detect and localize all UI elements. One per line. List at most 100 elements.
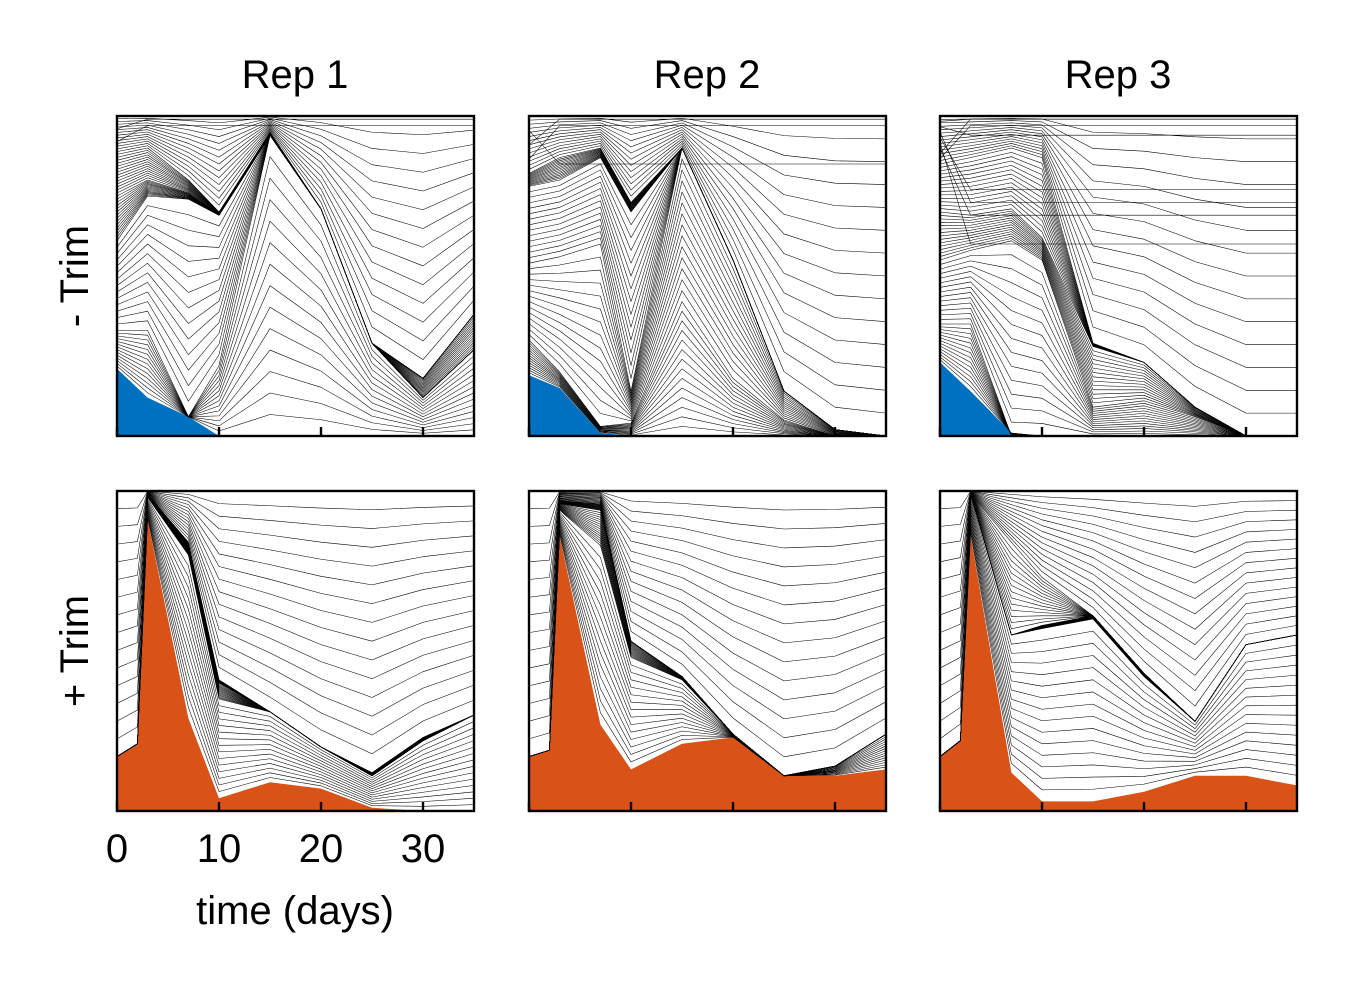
panel-plus-trim-rep-3-clone-boundary [940, 492, 1297, 616]
panel-minus-trim-rep-3-clone-boundary [940, 260, 1297, 436]
panel-minus-trim-rep-2-clone-boundary [529, 120, 886, 162]
panel-minus-trim-rep-3-clone-boundary [940, 353, 1297, 436]
panel-minus-trim-rep-2-clone-boundary [529, 140, 886, 368]
panel-plus-trim-rep-3-clone-boundary [940, 493, 1297, 722]
x-tick-labels: 0 10 20 30 [106, 827, 445, 871]
panel-minus-trim-rep-3-frame [938, 114, 1299, 438]
panel-minus-trim-rep-2-clone-boundary [529, 235, 886, 436]
panel-minus-trim-rep-3-clone-boundary [940, 129, 1297, 254]
panel-minus-trim-rep-2-clone-boundary [529, 279, 886, 436]
panel-minus-trim-rep-1-clone-boundary [117, 129, 474, 342]
panel-minus-trim-rep-3-clone-boundary [940, 297, 1297, 436]
panel-minus-trim-rep-3-clone-boundary-top [940, 142, 1297, 245]
panel-minus-trim-rep-2 [527, 114, 888, 438]
panel-minus-trim-rep-1-frame [115, 114, 476, 438]
row-label-minus-trim: - Trim [53, 225, 97, 327]
panel-minus-trim-rep-3-clone-boundary [940, 337, 1297, 436]
panel-minus-trim-rep-1-clone-boundary-top [117, 118, 474, 130]
panel-plus-trim-rep-1-clone-boundary [117, 493, 474, 736]
panel-minus-trim-rep-3-clone-boundary [940, 323, 1297, 436]
panel-minus-trim-rep-3-clone-boundary [940, 359, 1297, 436]
panel-minus-trim-rep-2-clone-boundary [529, 145, 886, 414]
panel-minus-trim-rep-3-clone-boundary [940, 326, 1297, 436]
panel-plus-trim-rep-3-clone-boundary [940, 491, 1297, 509]
panel-minus-trim-rep-1-clone-boundary [117, 360, 474, 429]
panel-minus-trim-rep-2-frame [527, 114, 888, 438]
panel-plus-trim-rep-1-clone-boundary [117, 493, 474, 755]
panel-plus-trim-rep-3-clone-boundary [940, 492, 1297, 598]
panel-minus-trim-rep-2-clone-boundary [529, 349, 886, 436]
panel-minus-trim-rep-3-clone-boundary [940, 334, 1297, 436]
panel-minus-trim-rep-2-clone-boundary [529, 143, 886, 391]
panel-minus-trim-rep-3-clone-boundary [940, 331, 1297, 436]
panel-plus-trim-rep-3-clone-boundary [940, 493, 1297, 757]
panel-plus-trim-rep-1-highlight-clone-area [117, 519, 474, 811]
panel-minus-trim-rep-2-clone-boundary [529, 134, 886, 300]
panel-minus-trim-rep-3-clone-boundary [940, 254, 1297, 436]
panel-minus-trim-rep-2-clone-boundary-top [529, 125, 886, 160]
panel-minus-trim-rep-2-clone-boundary [529, 138, 886, 345]
panel-plus-trim-rep-3-clone-boundary [940, 491, 1297, 563]
panel-minus-trim-rep-3-clone-boundary [940, 231, 1297, 436]
panel-minus-trim-rep-1-clone-boundary [117, 134, 474, 386]
panel-minus-trim-rep-2-clone-boundary [529, 118, 886, 140]
panel-minus-trim-rep-3-highlight-clone-area [940, 362, 1297, 436]
panel-minus-trim-rep-1-clone-boundary [117, 123, 474, 248]
column-title-rep-1: Rep 1 [242, 53, 349, 97]
panel-minus-trim-rep-1-highlight-clone-area [117, 368, 474, 436]
panel-plus-trim-rep-2-clone-boundary [529, 497, 886, 701]
panel-minus-trim-rep-3-clone-boundary-top [940, 126, 1297, 136]
panel-minus-trim-rep-3-clone-boundary [940, 131, 1297, 277]
panel-plus-trim-rep-1-clone-boundary [117, 491, 474, 548]
panel-minus-trim-rep-2-clone-boundary [529, 246, 886, 436]
panel-minus-trim-rep-1-clone-boundary [117, 177, 474, 418]
panel-minus-trim-rep-2-clone-boundary [529, 131, 886, 277]
panel-plus-trim-rep-1-clone-boundary [117, 491, 474, 567]
panel-minus-trim-rep-1-clone-boundary [117, 134, 474, 394]
panel-minus-trim-rep-1-clone-boundary [117, 121, 474, 210]
x-tick-label: 20 [299, 827, 344, 871]
panel-minus-trim-rep-2-clone-boundary [529, 310, 886, 436]
panel-plus-trim-rep-3-highlight-clone-area [940, 535, 1297, 811]
panel-plus-trim-rep-2-clone-boundary [529, 495, 886, 644]
panel-plus-trim-rep-2-clone-boundary [529, 496, 886, 663]
panel-minus-trim-rep-3-clone-boundary [940, 271, 1297, 436]
panel-minus-trim-rep-3-clone-boundary [940, 124, 1297, 208]
panel-plus-trim-rep-3-clone-boundary [940, 493, 1297, 687]
panel-minus-trim-rep-2-clone-boundary [529, 320, 886, 436]
panel-minus-trim-rep-1-clone-boundary [117, 118, 474, 154]
panel-minus-trim-rep-1-clone-boundary [117, 134, 474, 387]
panel-minus-trim-rep-3-clone-boundary [940, 292, 1297, 436]
panel-minus-trim-rep-1-clone-boundary [117, 156, 474, 418]
panel-minus-trim-rep-1-clone-boundary [117, 119, 474, 173]
panel-minus-trim-rep-3-clone-boundary [940, 307, 1297, 436]
panel-plus-trim-rep-2-clone-boundary [529, 498, 886, 720]
panel-minus-trim-rep-3-clone-boundary [940, 342, 1297, 436]
panel-minus-trim-rep-1-clone-boundary [117, 363, 474, 431]
panel-minus-trim-rep-1-clone-boundary [117, 263, 474, 418]
panel-minus-trim-rep-2-clone-boundary [529, 147, 886, 436]
panel-plus-trim-rep-1-clone-boundary [117, 493, 474, 717]
panel-minus-trim-rep-3-clone-boundary-top [940, 125, 1297, 159]
panel-plus-trim-rep-3-clone-boundary [940, 492, 1297, 651]
panel-plus-trim-rep-2-clone-boundary [529, 494, 886, 606]
x-tick-label: 30 [401, 827, 446, 871]
panel-minus-trim-rep-3-plot-area [940, 116, 1297, 436]
panel-minus-trim-rep-1-clone-boundary [117, 349, 474, 426]
panel-grid [115, 114, 1299, 813]
panel-minus-trim-rep-2-clone-boundary-top [529, 130, 886, 165]
panel-minus-trim-rep-3-clone-boundary [940, 169, 1297, 436]
panel-minus-trim-rep-3-clone-boundary [940, 345, 1297, 436]
panel-plus-trim-rep-3-clone-boundary [940, 492, 1297, 633]
panel-minus-trim-rep-1-clone-boundary [117, 306, 474, 420]
panel-plus-trim-rep-3-clone-boundary [940, 491, 1297, 545]
panel-minus-trim-rep-2-clone-boundary [529, 202, 886, 436]
panel-minus-trim-rep-3-clone-boundary [940, 265, 1297, 436]
panel-plus-trim-rep-2-clone-boundary [529, 493, 886, 587]
panel-minus-trim-rep-2-clone-boundary [529, 359, 886, 436]
row-label-plus-trim: + Trim [53, 595, 97, 707]
panel-minus-trim-rep-2-clone-boundary [529, 224, 886, 436]
panel-plus-trim-rep-2-highlight-clone-area [529, 535, 886, 811]
panel-minus-trim-rep-1-clone-boundary [117, 134, 474, 418]
